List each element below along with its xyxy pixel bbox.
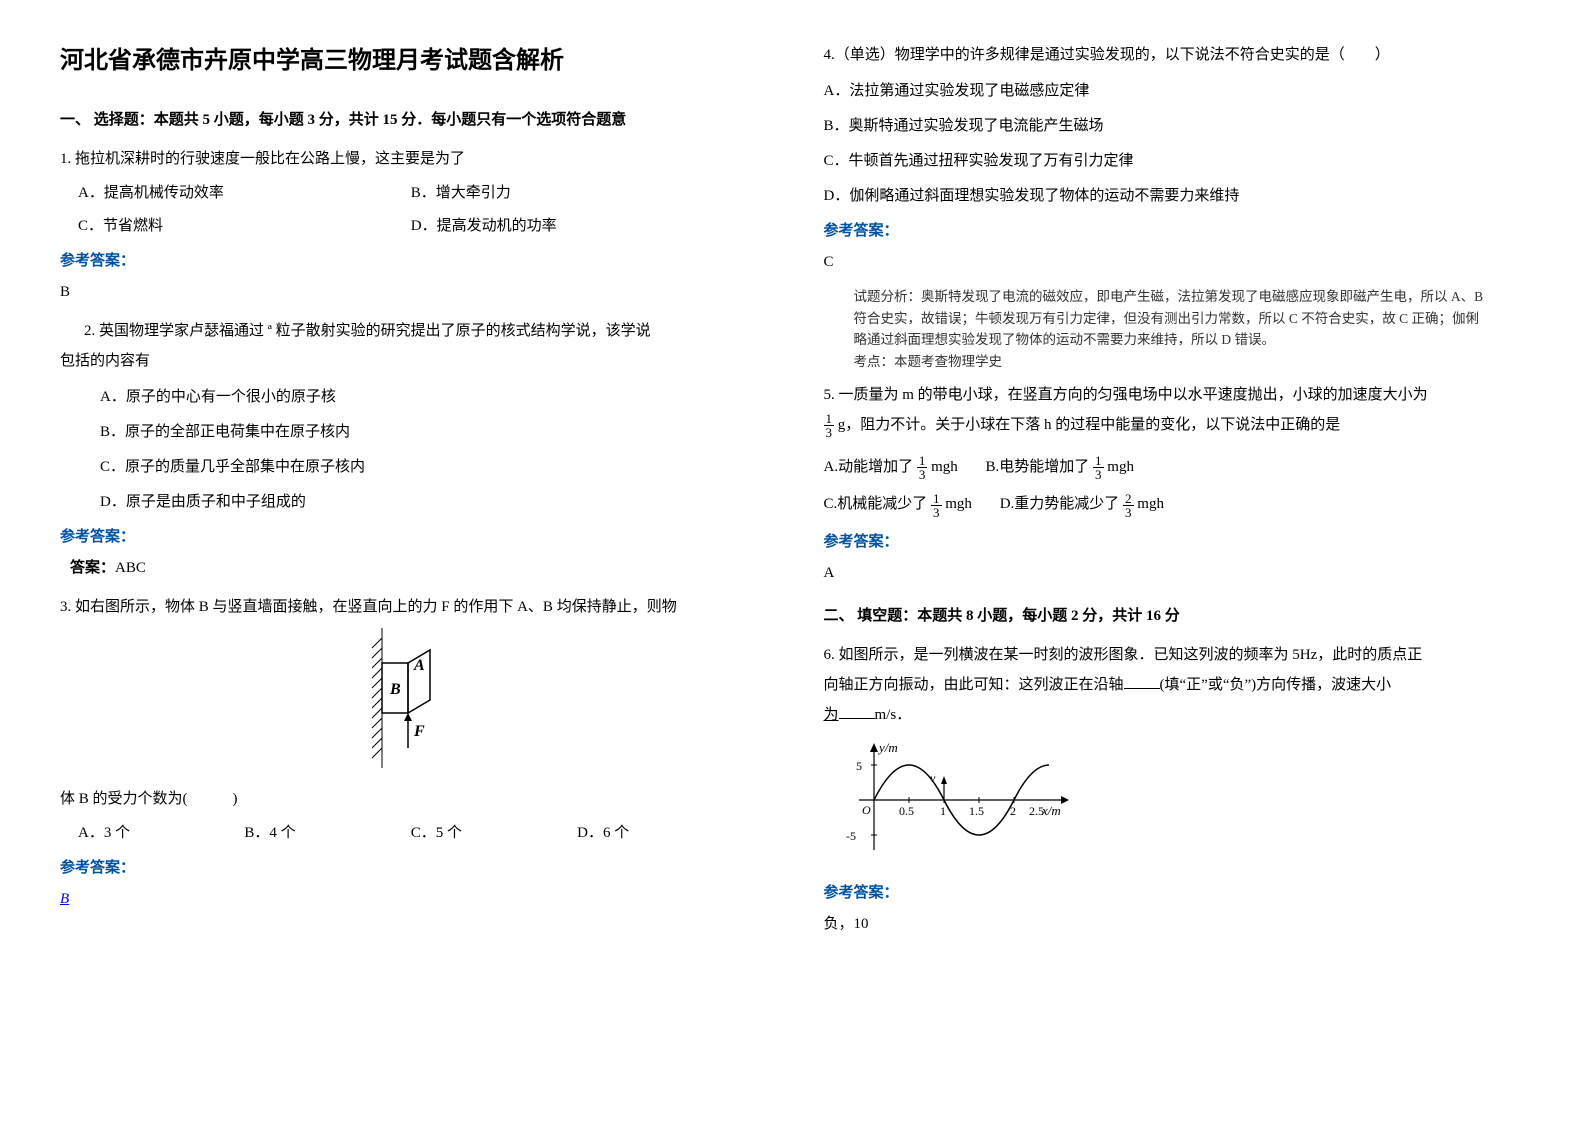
question-5: 5. 一质量为 m 的带电小球，在竖直方向的匀强电场中以水平速度抛出，小球的加速… [824,380,1528,518]
q2-opt-b: B．原子的全部正电荷集中在原子核内 [100,419,744,446]
q5-answer: A [824,560,1528,587]
q5-options: A.动能增加了 13 mgh B.电势能增加了 13 mgh C.机械能减少了 … [824,454,1528,518]
q6-answer-label: 参考答案： [824,880,1528,907]
q4-text: 4.（单选）物理学中的许多规律是通过实验发现的，以下说法不符合史实的是（ ） [824,40,1528,70]
q3-opt-c: C．5 个 [411,820,577,847]
q5-line2-tail: g，阻力不计。关于小球在下落 h 的过程中能量的变化，以下说法中正确的是 [838,417,1341,433]
svg-text:O: O [862,803,871,817]
question-1: 1. 拖拉机深耕时的行驶速度一般比在公路上慢，这主要是为了 A．提高机械传动效率… [60,144,744,240]
section-1-header: 一、 选择题：本题共 5 小题，每小题 3 分，共计 15 分．每小题只有一个选… [60,107,744,134]
q2-answer: 答案：ABC [60,555,744,582]
svg-text:1.5: 1.5 [969,804,984,818]
q4-opt-a: A．法拉第通过实验发现了电磁感应定律 [824,78,1528,105]
svg-text:5: 5 [856,759,862,773]
q3-opt-a: A．3 个 [78,820,244,847]
q4-analysis: 试题分析：奥斯特发现了电流的磁效应，即电产生磁，法拉第发现了电磁感应现象即磁产生… [854,286,1528,372]
block-svg: B A F [352,628,452,768]
q1-num: 1. [60,151,71,167]
svg-text:0.5: 0.5 [899,804,914,818]
q6-l3a: 为 [824,707,839,723]
q3-diagram: B A F [60,628,744,778]
q2-line2: 包括的内容有 [60,353,150,369]
q2-opt-d: D．原子是由质子和中子组成的 [100,489,744,516]
q2-text: 2. 英国物理学家卢瑟福通过 ª 粒子散射实验的研究提出了原子的核式结构学说，该… [60,316,744,376]
q4-an-l1: 试题分析：奥斯特发现了电流的磁效应，即电产生磁，法拉第发现了电磁感应现象即磁产生… [854,286,1528,308]
question-3: 3. 如右图所示，物体 B 与竖直墙面接触，在竖直向上的力 F 的作用下 A、B… [60,592,744,847]
q1-body: 拖拉机深耕时的行驶速度一般比在公路上慢，这主要是为了 [75,151,465,167]
q5-answer-label: 参考答案： [824,529,1528,556]
q1-opt-a: A．提高机械传动效率 [78,180,411,207]
q4-an-l4: 考点：本题考查物理学史 [854,351,1528,373]
q5-opt-d: D.重力势能减少了 23 mgh [1000,491,1164,518]
q1-answer: B [60,279,744,306]
q2-opt-a: A．原子的中心有一个很小的原子核 [100,384,744,411]
q6-answer: 负，10 [824,911,1528,938]
q5-frac-main: 13 [824,412,835,439]
q4-opt-d: D．伽俐略通过斜面理想实验发现了物体的运动不需要力来维持 [824,183,1528,210]
label-a: A [413,657,425,674]
q4-opt-c: C．牛顿首先通过扭秤实验发现了万有引力定律 [824,148,1528,175]
q3-opt-d: D．6 个 [577,820,743,847]
q4-an-l3: 略通过斜面理想实验发现了物体的运动不需要力来维持，所以 D 错误。 [854,329,1528,351]
q6-text: 6. 如图所示，是一列横波在某一时刻的波形图象．已知这列波的频率为 5Hz，此时… [824,640,1528,730]
q1-text: 1. 拖拉机深耕时的行驶速度一般比在公路上慢，这主要是为了 [60,144,744,174]
q5-opt-a: A.动能增加了 13 mgh [824,454,958,481]
q6-l2b: (填“正”或“负”)方向传播，波速大小 [1160,677,1392,693]
page-title: 河北省承德市卉原中学高三物理月考试题含解析 [60,40,744,83]
q3-answer: B [60,886,744,913]
section-2-header: 二、 填空题：本题共 8 小题，每小题 2 分，共计 16 分 [824,603,1528,630]
q4-an-l2: 符合史实，故错误；牛顿发现万有引力定律，但没有测出引力常数，所以 C 不符合史实… [854,308,1528,330]
q2-answer-prefix: 答案： [70,560,115,576]
q4-answer-label: 参考答案： [824,218,1528,245]
q6-l1: 6. 如图所示，是一列横波在某一时刻的波形图象．已知这列波的频率为 5Hz，此时… [824,647,1423,663]
q1-opt-c: C．节省燃料 [78,213,411,240]
q2-answer-value: ABC [115,560,146,576]
svg-text:2.5: 2.5 [1029,804,1044,818]
q5-line1: 5. 一质量为 m 的带电小球，在竖直方向的匀强电场中以水平速度抛出，小球的加速… [824,387,1428,403]
q3-answer-label: 参考答案： [60,855,744,882]
q3-tail: 体 B 的受力个数为( ) [60,784,744,814]
q3-text: 3. 如右图所示，物体 B 与竖直墙面接触，在竖直向上的力 F 的作用下 A、B… [60,592,744,622]
q5-opt-b: B.电势能增加了 13 mgh [986,454,1134,481]
question-6: 6. 如图所示，是一列横波在某一时刻的波形图象．已知这列波的频率为 5Hz，此时… [824,640,1528,870]
q5-opt-c: C.机械能减少了 13 mgh [824,491,972,518]
q5-text: 5. 一质量为 m 的带电小球，在竖直方向的匀强电场中以水平速度抛出，小球的加速… [824,380,1528,440]
y-label: y/m [877,740,898,755]
q2-opt-c: C．原子的质量几乎全部集中在原子核内 [100,454,744,481]
q6-blank1 [1124,673,1160,689]
left-column: 河北省承德市卉原中学高三物理月考试题含解析 一、 选择题：本题共 5 小题，每小… [0,0,794,1122]
q1-opt-d: D．提高发动机的功率 [411,213,744,240]
q1-options: A．提高机械传动效率 B．增大牵引力 C．节省燃料 D．提高发动机的功率 [78,180,744,240]
wave-graph: y/m x/m 5 -5 O 0.5 1 1.5 2 2.5 [824,740,1528,870]
svg-text:-5: -5 [846,829,856,843]
question-2: 2. 英国物理学家卢瑟福通过 ª 粒子散射实验的研究提出了原子的核式结构学说，该… [60,316,744,516]
q3-options: A．3 个 B．4 个 C．5 个 D．6 个 [78,820,744,847]
q2-options: A．原子的中心有一个很小的原子核 B．原子的全部正电荷集中在原子核内 C．原子的… [100,384,744,516]
q6-blank2 [839,703,875,719]
svg-text:v: v [930,771,936,785]
question-4: 4.（单选）物理学中的许多规律是通过实验发现的，以下说法不符合史实的是（ ） A… [824,40,1528,210]
svg-text:1: 1 [940,804,946,818]
q6-l3b: m/s． [875,707,912,723]
q2-line1: 2. 英国物理学家卢瑟福通过 ª 粒子散射实验的研究提出了原子的核式结构学说，该… [84,323,651,339]
wave-svg: y/m x/m 5 -5 O 0.5 1 1.5 2 2.5 [824,740,1084,860]
q2-answer-label: 参考答案： [60,524,744,551]
q1-answer-label: 参考答案： [60,248,744,275]
q3-opt-b: B．4 个 [244,820,410,847]
q4-options: A．法拉第通过实验发现了电磁感应定律 B．奥斯特通过实验发现了电流能产生磁场 C… [824,78,1528,210]
label-b: B [389,681,401,698]
q6-l2a: 向轴正方向振动，由此可知：这列波正在沿轴 [824,677,1124,693]
q1-opt-b: B．增大牵引力 [411,180,744,207]
q4-opt-b: B．奥斯特通过实验发现了电流能产生磁场 [824,113,1528,140]
q4-answer: C [824,249,1528,276]
label-f: F [413,723,425,740]
right-column: 4.（单选）物理学中的许多规律是通过实验发现的，以下说法不符合史实的是（ ） A… [794,0,1587,1122]
